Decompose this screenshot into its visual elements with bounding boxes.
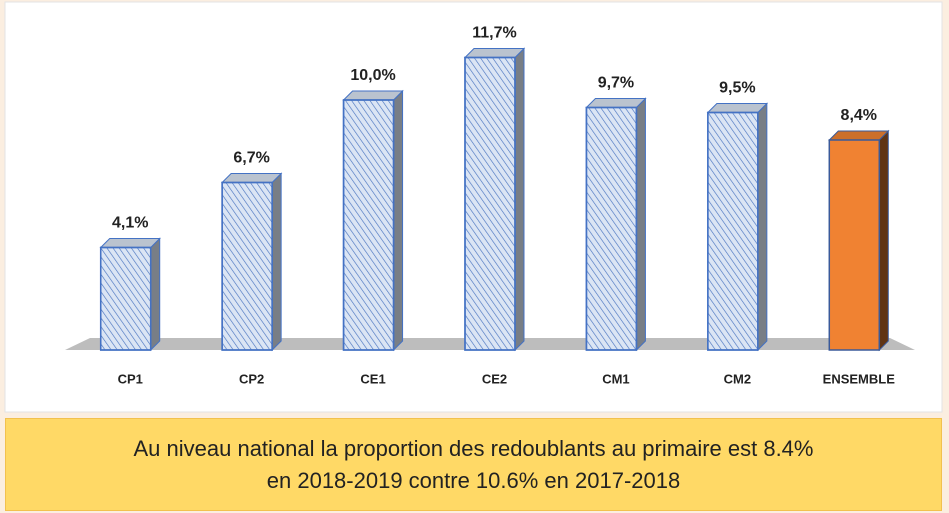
bar-hatch — [585, 106, 638, 351]
caption-line: en 2018-2019 contre 10.6% en 2017-2018 — [266, 467, 681, 493]
bar-top — [706, 103, 769, 113]
bar-hatch — [221, 181, 273, 351]
bar-top — [99, 238, 161, 248]
x-tick-label: CP2 — [239, 371, 264, 386]
x-tick-label: CM2 — [724, 371, 751, 386]
data-label: 6,7% — [233, 150, 269, 167]
bar-hatch — [464, 56, 516, 351]
data-label: 9,5% — [719, 80, 755, 97]
data-label: 11,7% — [472, 25, 516, 42]
bar-side — [271, 172, 282, 352]
data-label: 4,1% — [112, 215, 148, 232]
bar-side — [150, 237, 161, 352]
bar-top — [828, 130, 890, 141]
bar-hatch — [99, 246, 152, 351]
bar-top — [585, 98, 647, 108]
x-tick-label: ENSEMBLE — [823, 371, 896, 386]
bar-side — [878, 129, 889, 352]
bar-side — [757, 102, 768, 352]
bar-hatch — [342, 99, 395, 351]
bar-top — [342, 90, 404, 101]
caption: Au niveau national la proportion des red… — [5, 418, 942, 511]
bar-side — [635, 97, 646, 352]
x-tick-label: CE1 — [360, 371, 385, 386]
data-label: 10,0% — [350, 67, 395, 84]
bar-hatch — [707, 111, 759, 351]
x-tick-label: CE2 — [482, 371, 507, 386]
bar — [828, 139, 881, 351]
bar-side — [514, 47, 525, 352]
x-tick-label: CM1 — [602, 371, 629, 386]
x-tick-label: CP1 — [118, 371, 143, 386]
bar-top — [463, 48, 526, 58]
bar-side — [393, 89, 404, 352]
chart: 4,1% CP1 6,7% CP2 10,0% CE1 11,7% CE2 9,7% CM1 9,5… — [4, 1, 943, 413]
bar-top — [220, 173, 283, 183]
caption-line: Au niveau national la proportion des red… — [133, 435, 814, 461]
data-label: 9,7% — [598, 75, 634, 92]
data-label: 8,4% — [841, 107, 877, 124]
